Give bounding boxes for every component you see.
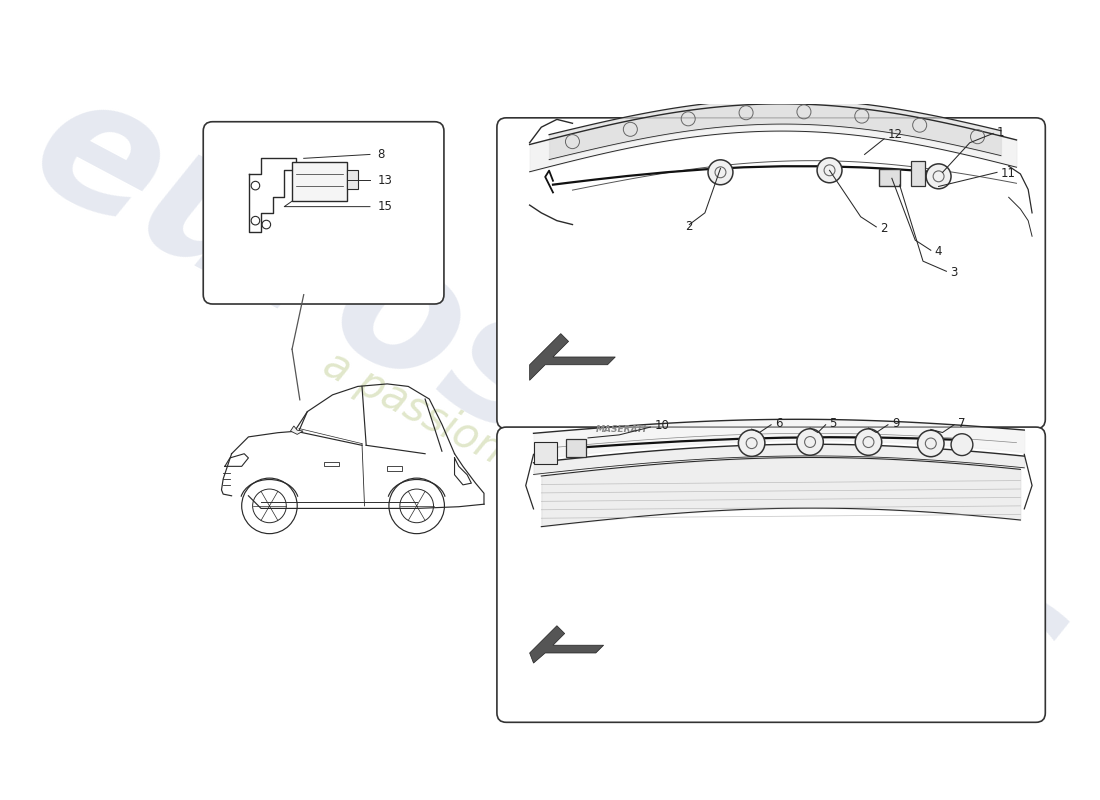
Circle shape [952, 434, 972, 455]
Bar [387, 466, 403, 470]
Text: 12: 12 [888, 129, 903, 142]
Text: 4: 4 [935, 246, 943, 258]
Bar [566, 439, 585, 457]
Circle shape [855, 429, 882, 455]
Bar [911, 161, 925, 186]
Text: 9: 9 [892, 417, 900, 430]
Bar [324, 462, 339, 466]
Bar [534, 442, 557, 464]
Circle shape [738, 430, 764, 456]
Circle shape [926, 164, 952, 189]
Text: a passion for parts since 1985: a passion for parts since 1985 [316, 342, 891, 675]
Text: 11: 11 [1001, 167, 1016, 181]
Text: 3: 3 [950, 266, 958, 279]
Text: 1: 1 [997, 126, 1004, 139]
Bar [346, 170, 359, 190]
Text: 13: 13 [377, 174, 393, 186]
Text: 2: 2 [880, 222, 888, 235]
Text: MASERATI: MASERATI [596, 425, 647, 434]
Circle shape [917, 430, 944, 457]
Polygon shape [529, 626, 604, 663]
Polygon shape [290, 426, 304, 434]
Text: 6: 6 [776, 417, 782, 430]
Text: 10: 10 [654, 419, 669, 432]
Circle shape [796, 429, 823, 455]
Bar [292, 162, 346, 201]
FancyBboxPatch shape [204, 122, 444, 304]
Bar [879, 169, 901, 186]
Circle shape [817, 158, 842, 182]
Text: 7: 7 [958, 417, 966, 430]
Text: eurospares: eurospares [4, 54, 1094, 746]
FancyBboxPatch shape [497, 118, 1045, 429]
Polygon shape [529, 334, 615, 380]
Circle shape [708, 160, 733, 185]
Text: 2: 2 [685, 220, 693, 234]
FancyBboxPatch shape [497, 427, 1045, 722]
Text: 8: 8 [377, 148, 385, 161]
Text: 15: 15 [377, 200, 393, 213]
Text: 5: 5 [829, 417, 837, 430]
